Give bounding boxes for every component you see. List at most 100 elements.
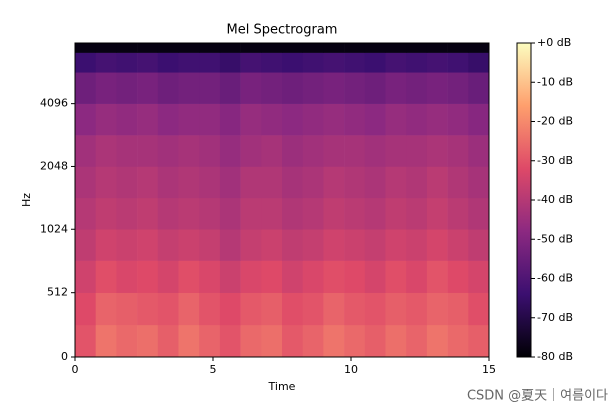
heatmap-cell [468, 43, 490, 53]
heatmap-cell [137, 229, 159, 261]
heatmap-cell [137, 324, 159, 358]
heatmap-cell [344, 260, 366, 293]
heatmap-cell [178, 52, 200, 73]
heatmap-cell [219, 197, 241, 230]
heatmap-cell [261, 135, 283, 167]
heatmap-cell [116, 72, 138, 104]
heatmap-cell [302, 103, 324, 136]
heatmap-cell [406, 52, 428, 73]
heatmap-cell [75, 197, 96, 230]
heatmap-cell [240, 229, 262, 261]
heatmap-cell [95, 72, 117, 104]
heatmap-cell [199, 52, 221, 73]
heatmap-cell [75, 166, 96, 199]
heatmap-cell [157, 166, 179, 199]
heatmap-cell [178, 324, 200, 358]
heatmap-cell [323, 292, 345, 326]
heatmap-cell [344, 103, 366, 136]
heatmap-cell [240, 260, 262, 293]
heatmap-cell [240, 324, 262, 358]
heatmap-cell [282, 229, 303, 261]
heatmap-cell [137, 135, 159, 167]
heatmap-cell [240, 103, 262, 136]
colorbar-tick-label: -40 dB [537, 193, 573, 206]
heatmap-cell [157, 72, 179, 104]
heatmap-cell [447, 229, 469, 261]
heatmap-cell [95, 43, 117, 53]
plot-frame [74, 42, 490, 358]
heatmap-cell [468, 135, 490, 167]
heatmap-cell [323, 197, 345, 230]
heatmap-cell [385, 197, 407, 230]
heatmap-cell [468, 292, 490, 326]
heatmap-cell [261, 260, 283, 293]
heatmap-cell [323, 103, 345, 136]
heatmap-cell [75, 52, 96, 73]
y-tick-label: 1024 [40, 222, 68, 235]
heatmap-cell [219, 292, 241, 326]
heatmap-cell [116, 292, 138, 326]
heatmap-cell [199, 324, 221, 358]
heatmap-cell [240, 43, 262, 53]
heatmap-cell [137, 72, 159, 104]
heatmap-cell [385, 229, 407, 261]
heatmap-cell [447, 292, 469, 326]
heatmap-cell [323, 43, 345, 53]
heatmap-cell [385, 260, 407, 293]
heatmap-cell [323, 135, 345, 167]
heatmap-cell [95, 324, 117, 358]
heatmap-cell [116, 52, 138, 73]
heatmap-cell [178, 260, 200, 293]
heatmap-cell [157, 135, 179, 167]
heatmap-cell [261, 166, 283, 199]
heatmap-cell [178, 135, 200, 167]
heatmap-cell [199, 135, 221, 167]
heatmap-cell [137, 260, 159, 293]
heatmap-cell [426, 292, 448, 326]
heatmap-cell [385, 52, 407, 73]
heatmap-cell [282, 260, 303, 293]
heatmap-cell [302, 229, 324, 261]
heatmap-cell [302, 52, 324, 73]
heatmap-cell [116, 197, 138, 230]
heatmap-cell [95, 260, 117, 293]
heatmap-cell [468, 103, 490, 136]
heatmap-cell [282, 292, 303, 326]
heatmap-cell [282, 52, 303, 73]
heatmap-cell [137, 166, 159, 199]
heatmap-cell [261, 197, 283, 230]
heatmap-cell [240, 52, 262, 73]
heatmap-cell [199, 197, 221, 230]
heatmap-cell [364, 324, 386, 358]
heatmap-cell [219, 135, 241, 167]
heatmap-cell [116, 103, 138, 136]
heatmap-cell [426, 103, 448, 136]
heatmap-cell [406, 260, 428, 293]
heatmap-cell [302, 292, 324, 326]
y-tick-label: 2048 [40, 159, 68, 172]
heatmap-cell [282, 197, 303, 230]
heatmap-cell [199, 292, 221, 326]
x-axis-label: Time [268, 380, 296, 393]
heatmap-cell [468, 72, 490, 104]
heatmap-cell [302, 260, 324, 293]
heatmap-cell [468, 197, 490, 230]
heatmap-cell [178, 166, 200, 199]
heatmap-cell [157, 43, 179, 53]
heatmap-cell [116, 43, 138, 53]
heatmap-cell [468, 166, 490, 199]
heatmap-cell [219, 43, 241, 53]
heatmap-cell [344, 166, 366, 199]
heatmap-cell [468, 229, 490, 261]
y-tick-label: 0 [61, 350, 68, 363]
heatmap-cell [219, 260, 241, 293]
heatmap-cell [406, 292, 428, 326]
heatmap-cell [406, 229, 428, 261]
heatmap-cell [426, 260, 448, 293]
heatmap-cell [447, 135, 469, 167]
heatmap-cell [323, 260, 345, 293]
heatmap-cell [447, 103, 469, 136]
heatmap-cell [116, 324, 138, 358]
heatmap-cell [137, 52, 159, 73]
